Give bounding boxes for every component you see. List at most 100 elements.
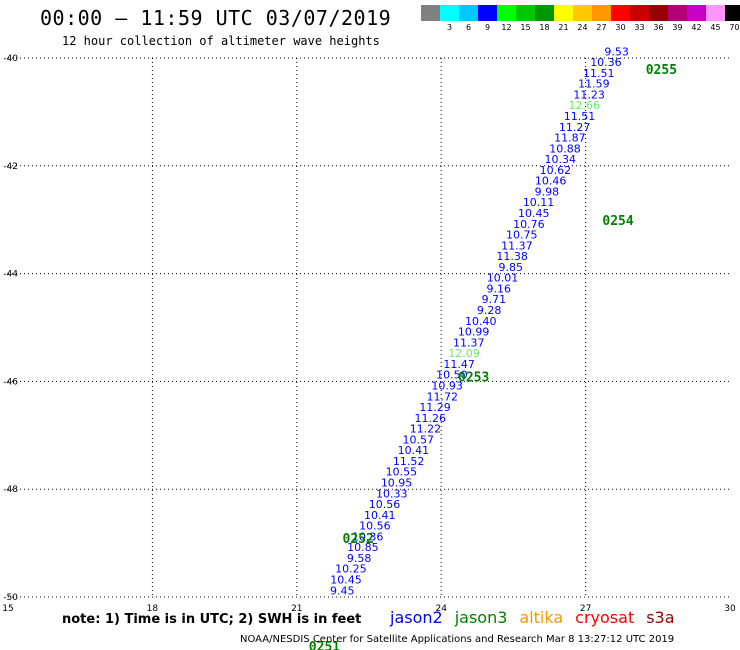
legend-label: 36 xyxy=(653,23,664,32)
legend-swatch xyxy=(592,5,611,21)
wave-height-point: 10.62 xyxy=(540,164,572,177)
wave-height-point: 11.27 xyxy=(559,121,591,134)
wave-height-point: 10.34 xyxy=(544,153,576,166)
pass-time-label: 0253 xyxy=(458,370,489,385)
legend-label: 27 xyxy=(596,23,607,32)
pass-time-label: 0251 xyxy=(309,640,340,650)
legend-swatch xyxy=(459,5,478,21)
pass-time-label: 0252 xyxy=(343,532,374,547)
satellite-legend: jason2 jason3 altika cryosat s3a xyxy=(390,608,675,627)
wave-height-point: 9.45 xyxy=(330,584,355,597)
legend-swatch xyxy=(611,5,630,21)
y-tick-label: -42 xyxy=(3,162,18,172)
wave-height-point: 10.75 xyxy=(506,229,538,242)
legend-swatch xyxy=(706,5,725,21)
pass-time-label: 0254 xyxy=(602,214,633,229)
legend-label: 6 xyxy=(465,23,472,32)
satellite-altika: altika xyxy=(519,608,564,627)
wave-height-point: 10.85 xyxy=(347,541,379,554)
wave-height-point: 10.11 xyxy=(523,196,555,209)
wave-height-point: 10.56 xyxy=(359,520,391,533)
legend-swatch xyxy=(630,5,649,21)
wave-height-point: 10.46 xyxy=(535,175,567,188)
legend-label: 42 xyxy=(691,23,702,32)
color-legend-bar xyxy=(421,5,740,21)
legend-swatch xyxy=(535,5,554,21)
wave-height-point: 10.56 xyxy=(369,498,401,511)
x-tick-label: 15 xyxy=(2,604,13,614)
chart-subtitle: 12 hour collection of altimeter wave hei… xyxy=(62,34,380,48)
wave-height-point: 11.87 xyxy=(554,132,586,145)
satellite-s3a: s3a xyxy=(646,608,675,627)
wave-height-point: 11.26 xyxy=(415,412,447,425)
wave-height-point: 11.59 xyxy=(578,78,610,91)
legend-swatch xyxy=(516,5,535,21)
wave-height-point: 11.72 xyxy=(427,390,459,403)
wave-height-point: 9.98 xyxy=(535,185,560,198)
wave-height-point: 11.51 xyxy=(564,110,596,123)
wave-height-point: 11.37 xyxy=(453,336,485,349)
wave-height-point: 10.55 xyxy=(386,466,418,479)
wave-height-point: 10.40 xyxy=(465,315,497,328)
legend-swatch xyxy=(421,5,440,21)
wave-height-point: 12.09 xyxy=(448,347,480,360)
wave-height-point: 10.93 xyxy=(431,379,463,392)
wave-height-point: 10.41 xyxy=(364,509,396,522)
legend-swatch xyxy=(687,5,706,21)
legend-swatch xyxy=(725,5,740,21)
legend-label: 33 xyxy=(634,23,645,32)
wave-height-point: 10.99 xyxy=(458,326,490,339)
wave-height-point: 10.41 xyxy=(398,444,430,457)
legend-label: 45 xyxy=(710,23,721,32)
legend-label: 15 xyxy=(520,23,531,32)
legend-swatch xyxy=(497,5,516,21)
wave-height-point: 12.66 xyxy=(569,99,601,112)
y-tick-label: -48 xyxy=(3,485,18,495)
wave-height-point: 10.25 xyxy=(335,563,367,576)
y-tick-label: -50 xyxy=(3,593,18,603)
wave-height-point: 11.38 xyxy=(496,250,528,263)
wave-height-point: 10.36 xyxy=(352,530,384,543)
legend-swatch xyxy=(668,5,687,21)
wave-height-point: 9.58 xyxy=(347,552,372,565)
x-tick-label: 21 xyxy=(291,604,302,614)
wave-height-point: 10.36 xyxy=(590,56,622,69)
legend-label: 70 xyxy=(729,23,740,32)
wave-height-point: 9.71 xyxy=(482,293,507,306)
wave-height-point: 10.57 xyxy=(402,433,434,446)
legend-label: 39 xyxy=(672,23,683,32)
wave-height-point: 11.37 xyxy=(501,239,533,252)
credit-line: NOAA/NESDIS Center for Satellite Applica… xyxy=(240,634,675,645)
satellite-jason2: jason2 xyxy=(390,608,443,627)
wave-height-point: 9.53 xyxy=(604,45,629,58)
pass-time-label: 0255 xyxy=(646,63,677,78)
legend-swatch xyxy=(440,5,459,21)
x-tick-label: 24 xyxy=(435,604,447,614)
legend-label: 9 xyxy=(484,23,491,32)
legend-label: 18 xyxy=(539,23,550,32)
x-tick-label: 27 xyxy=(580,604,591,614)
y-tick-label: -40 xyxy=(3,54,18,64)
legend-swatch xyxy=(649,5,668,21)
wave-height-point: 11.23 xyxy=(573,88,605,101)
wave-height-point: 11.47 xyxy=(443,358,475,371)
wave-height-point: 10.33 xyxy=(376,487,408,500)
wave-height-point: 10.76 xyxy=(513,218,545,231)
footer-note: note: 1) Time is in UTC; 2) SWH is in fe… xyxy=(62,612,362,627)
x-tick-label: 30 xyxy=(724,604,736,614)
legend-swatch xyxy=(554,5,573,21)
wave-height-point: 10.01 xyxy=(487,272,519,285)
wave-height-point: 9.85 xyxy=(499,261,524,274)
y-tick-label: -44 xyxy=(3,270,18,280)
satellite-cryosat: cryosat xyxy=(575,608,635,627)
y-tick-label: -46 xyxy=(3,377,18,387)
legend-swatch xyxy=(573,5,592,21)
wave-height-point: 10.88 xyxy=(549,142,581,155)
wave-height-point: 10.45 xyxy=(518,207,550,220)
wave-height-point: 10.50 xyxy=(436,369,468,382)
wave-height-point: 11.51 xyxy=(583,67,615,80)
legend-label: 30 xyxy=(615,23,626,32)
legend-label: 21 xyxy=(558,23,569,32)
